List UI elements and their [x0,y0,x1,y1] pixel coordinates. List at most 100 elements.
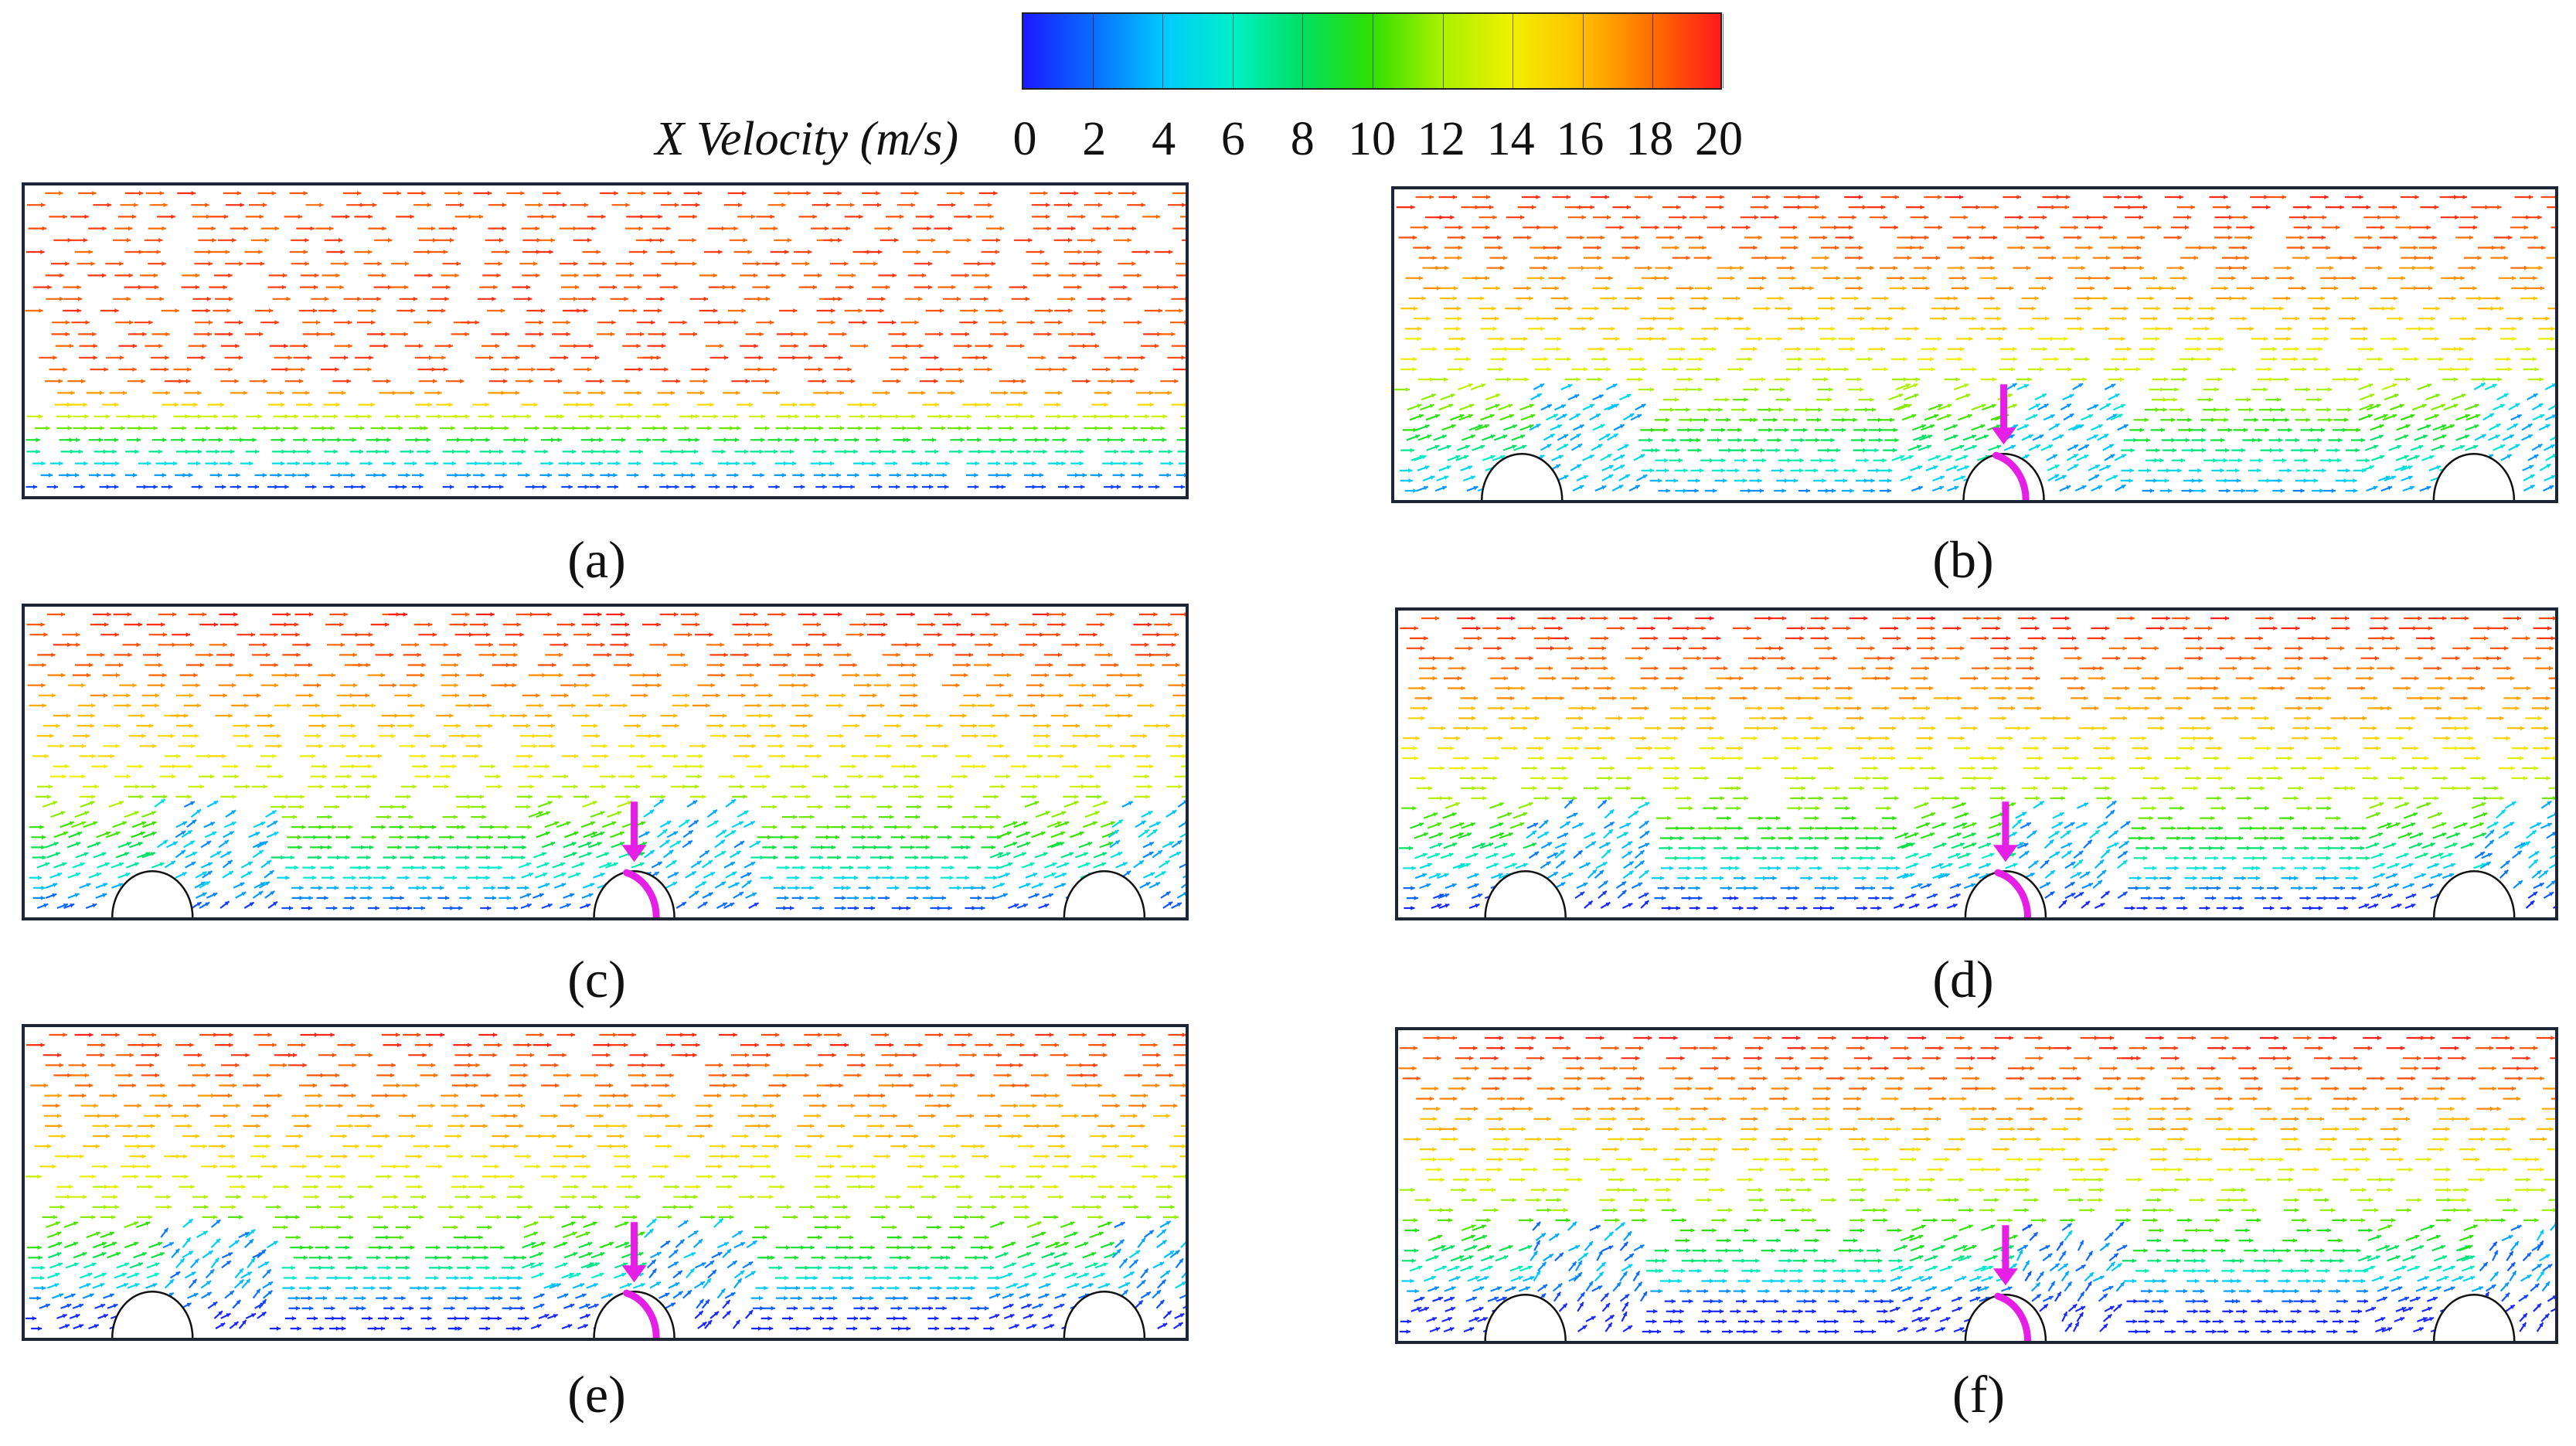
velocity-arrowhead [228,461,233,466]
velocity-arrowhead [759,449,764,454]
velocity-arrowhead [1606,366,1611,372]
velocity-arrowhead [107,612,111,617]
velocity-arrowhead [1458,255,1462,260]
velocity-arrowhead [2533,276,2537,281]
velocity-arrowhead [910,202,916,208]
velocity-arrowhead [303,250,308,254]
velocity-arrowhead [475,320,479,325]
velocity-arrowhead [213,622,219,627]
velocity-arrowhead [1831,458,1836,463]
velocity-arrowhead [540,308,546,313]
velocity-arrowhead [600,413,604,419]
velocity-arrowhead [2404,346,2409,352]
velocity-arrowhead [964,672,968,678]
velocity-arrowhead [605,693,610,698]
velocity-arrowhead [1758,336,1763,342]
velocity-arrowhead [186,379,191,384]
velocity-arrowhead [2034,296,2039,301]
velocity-arrowhead [42,226,46,231]
velocity-arrowhead [2427,383,2432,388]
velocity-arrowhead [368,214,373,219]
velocity-arrowhead [516,390,520,396]
velocity-arrowhead [2280,488,2285,493]
velocity-arrowhead [1697,447,1702,453]
velocity-arrowhead [2452,296,2456,301]
velocity-arrowhead [621,437,626,443]
colorbar-tick-label: 10 [1348,113,1396,165]
velocity-arrowhead [1707,286,1713,291]
velocity-arrowhead [2279,447,2284,453]
velocity-arrowhead [720,642,724,648]
velocity-arrowhead [556,191,561,196]
velocity-arrowhead [703,379,708,384]
velocity-arrowhead [197,449,202,454]
velocity-arrowhead [1547,404,1552,409]
velocity-arrowhead [795,437,799,443]
velocity-arrowhead [330,485,335,489]
velocity-arrowhead [2225,407,2230,412]
velocity-arrowhead [715,485,720,489]
velocity-arrowhead [683,662,688,668]
velocity-arrowhead [1686,255,1690,260]
velocity-arrowhead [2395,215,2401,220]
velocity-arrowhead [262,472,267,478]
velocity-arrowhead [2533,296,2538,301]
velocity-arrowhead [2212,245,2217,250]
velocity-arrowhead [2550,326,2555,332]
velocity-arrowhead [448,402,453,407]
velocity-arrowhead [437,413,442,419]
velocity-arrowhead [931,237,936,243]
velocity-arrowhead [1579,485,1584,490]
velocity-arrowhead [1138,485,1143,489]
velocity-arrowhead [51,693,56,698]
velocity-arrowhead [756,261,761,267]
velocity-arrowhead [1563,444,1568,448]
velocity-arrowhead [1907,255,1912,260]
velocity-arrowhead [1492,306,1496,311]
velocity-arrowhead [2428,286,2433,291]
velocity-arrowhead [1108,652,1113,658]
velocity-arrowhead [880,308,884,313]
velocity-arrowhead [2409,225,2414,230]
velocity-arrowhead [2098,424,2103,429]
velocity-arrowhead [330,426,335,430]
velocity-arrowhead [1743,458,1747,463]
velocity-arrowhead [2079,326,2084,332]
velocity-arrowhead [119,261,124,267]
velocity-arrowhead [625,202,630,208]
velocity-arrowhead [48,472,53,478]
velocity-arrowhead [2550,336,2555,342]
velocity-arrowhead [1778,407,1784,412]
velocity-arrowhead [1130,449,1135,454]
velocity-arrowhead [1016,413,1020,419]
velocity-arrowhead [602,261,607,267]
highlighted-surface [1992,451,2030,500]
velocity-arrowhead [2182,377,2186,382]
velocity-arrowhead [2231,276,2236,281]
velocity-arrowhead [428,273,433,278]
velocity-arrowhead [1599,265,1604,270]
velocity-arrowhead [147,461,151,466]
velocity-arrowhead [2328,417,2333,423]
velocity-arrowhead [2529,464,2533,470]
velocity-arrowhead [1717,437,1722,443]
velocity-arrowhead [236,472,240,478]
velocity-arrowhead [138,250,143,254]
velocity-arrowhead [735,461,740,466]
velocity-arrowhead [1822,356,1826,362]
velocity-arrowhead [1830,437,1835,443]
velocity-arrowhead [229,332,233,337]
velocity-arrowhead [2432,235,2437,240]
velocity-arrowhead [489,413,495,419]
velocity-arrowhead [1664,458,1669,463]
velocity-arrowhead [1673,366,1678,372]
velocity-arrowhead [2227,427,2232,433]
velocity-arrowhead [2307,225,2312,230]
velocity-arrowhead [127,612,132,617]
velocity-arrowhead [2121,336,2125,342]
velocity-arrowhead [1964,465,1969,470]
velocity-arrowhead [1134,367,1138,372]
velocity-arrowhead [2488,454,2493,459]
velocity-arrowhead [365,693,369,698]
velocity-arrowhead [664,367,669,372]
